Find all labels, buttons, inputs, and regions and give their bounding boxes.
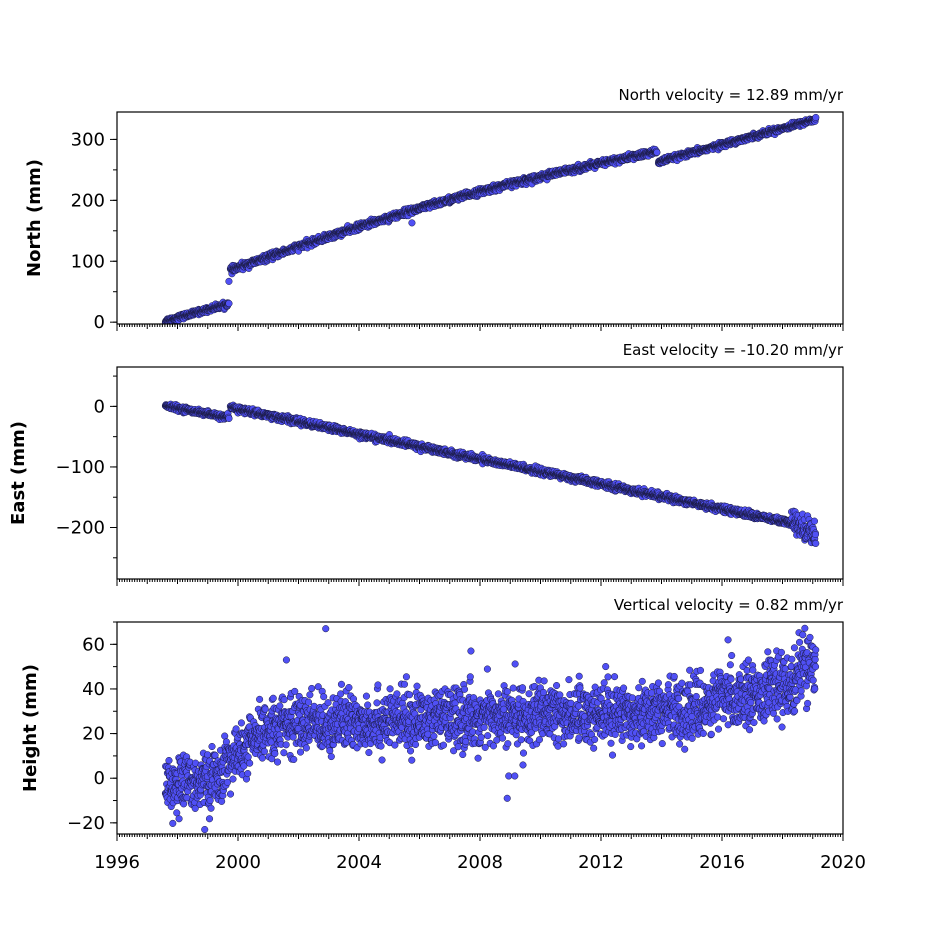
data-points [161, 113, 820, 324]
outlier-point [408, 219, 416, 227]
panel-title: North velocity = 12.89 mm/yr [619, 86, 844, 104]
y-tick-label: 300 [71, 129, 105, 150]
data-point [225, 414, 233, 423]
y-tick-label: 0 [94, 312, 105, 333]
y-tick-label: 100 [71, 251, 105, 272]
y-axis-label: North (mm) [24, 159, 45, 277]
data-points [161, 400, 820, 548]
panel-1: 0 100 200 300 North velocity = 12.89 mm/yr No… [24, 86, 844, 333]
data-point [812, 113, 820, 121]
outlier-point [225, 277, 233, 285]
y-tick-label: 200 [71, 190, 105, 211]
data-point [653, 148, 661, 156]
data-point [225, 299, 233, 308]
